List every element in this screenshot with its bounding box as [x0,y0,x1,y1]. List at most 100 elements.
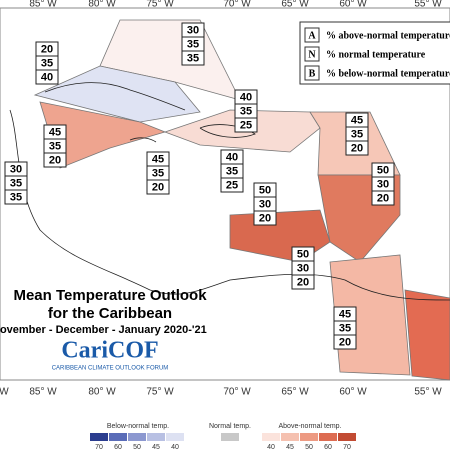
legend-box [299,21,450,85]
probability: 35 [49,140,61,152]
probability: 35 [226,165,238,177]
mainland [9,109,450,301]
legend-text: % normal temperature [326,49,426,60]
probability: 35 [187,52,199,64]
scale-tick: 40 [171,444,179,450]
box-cell [253,210,277,226]
longitude-label: 55° W [414,387,442,398]
longitude-label: 85° W [29,387,57,398]
swatch [128,433,146,441]
probability: 35 [351,128,363,140]
probability: 20 [351,142,363,154]
title: for the Caribbean [48,305,172,322]
legend-key [304,65,320,81]
probability: 20 [152,181,164,193]
longitude-label: 80° W [88,387,116,398]
longitude-label: 65° W [281,0,309,10]
box-cell [4,189,28,205]
probability: 45 [152,153,164,165]
logo-subtitle: CARIBBEAN CLIMATE OUTLOOK FORUM [52,366,169,372]
legend-letter: A [308,30,316,41]
longitude-label: 75° W [146,387,174,398]
box-cell [234,117,258,133]
swatch [281,433,299,441]
longitude-label: 85° W [29,0,57,10]
probability: 20 [377,192,389,204]
zone [99,19,241,101]
scale-label: Below-normal temp. [107,423,169,430]
probability: 35 [152,167,164,179]
probability: 20 [41,43,53,55]
box-cell [333,334,357,350]
scale-tick: 40 [267,444,275,450]
jamaica [129,137,157,143]
longitude-label: 80° W [88,0,116,10]
probability: 25 [226,179,238,191]
probability: 30 [259,198,271,210]
box-cell [35,69,59,85]
box-cell [43,152,67,168]
longitude-label: 55° W [414,0,442,10]
color-scale: Below-normal temp. Normal temp. Above-norm… [90,423,356,450]
longitude-label: 60° W [339,387,367,398]
probability-boxes: 30 35 35 20 35 40 40 35 25 45 35 20 45 35 20 45 35 20 40 35… [4,22,395,350]
probability: 35 [339,322,351,334]
swatch [221,433,239,441]
scale-tick: 50 [133,444,141,450]
probability: 50 [377,164,389,176]
scale-tick: 70 [343,444,351,450]
swatch [262,433,280,441]
longitude-label: 70° W [223,387,251,398]
box-cell [181,50,205,66]
legend-key [304,27,320,43]
legend-text: % above-normal temperature [326,30,450,41]
zone [404,289,450,381]
box-cell [146,179,170,195]
longitude-label: 75° W [146,0,174,10]
probability: 20 [339,336,351,348]
swatch [166,433,184,441]
probability: 45 [351,114,363,126]
scale-label: Above-normal temp. [278,423,341,430]
probability: 35 [240,105,252,117]
legend-letter: B [309,68,316,79]
scale-tick: 60 [324,444,332,450]
probability: 50 [297,248,309,260]
probability: 20 [297,276,309,288]
probability: 50 [259,184,271,196]
title-period: November - December - January 2020-'21 [0,324,207,336]
probability: 35 [10,177,22,189]
logo: CariCOF [61,338,158,364]
probability: 35 [10,191,22,203]
probability: 35 [41,57,53,69]
hispaniola [199,124,256,138]
coastlines [9,82,450,301]
longitude-label: 70° W [223,0,251,10]
probability: 35 [187,38,199,50]
swatch [147,433,165,441]
probability: 25 [240,119,252,131]
legend-text: % below-normal temperature [326,68,450,79]
longitude-label: 60° W [339,0,367,10]
scale-tick: 45 [152,444,160,450]
probability: 30 [377,178,389,190]
probability: 40 [41,71,53,83]
scale-tick: 60 [114,444,122,450]
scale-tick: 45 [286,444,294,450]
probability: 20 [259,212,271,224]
probability: 30 [187,24,199,36]
legend-letter: N [308,49,316,60]
swatch [300,433,318,441]
scale-label: Normal temp. [209,423,251,430]
box-cell [371,190,395,206]
swatch [319,433,337,441]
scale-tick: 50 [305,444,313,450]
scale-tick: 70 [95,444,103,450]
title: Mean Temperature Outlook [13,287,207,304]
swatch [90,433,108,441]
longitude-label: 65° W [281,387,309,398]
box-cell [291,274,315,290]
